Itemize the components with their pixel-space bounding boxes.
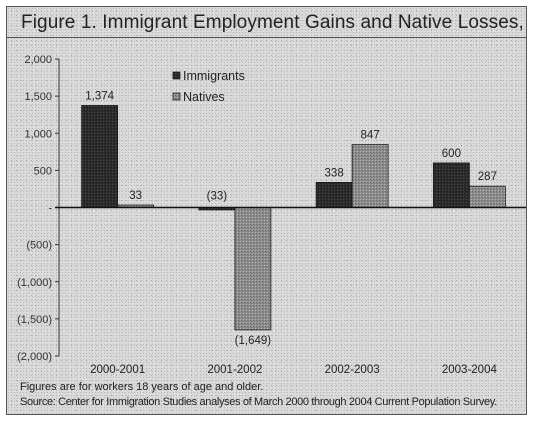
y-tick-label: (500) bbox=[26, 240, 52, 252]
data-label: 33 bbox=[129, 190, 142, 202]
y-axis: 2,000 1,500 1,000 500 - (500) (1,000) (1,500) (2… bbox=[17, 54, 60, 363]
legend: Immigrants Natives bbox=[172, 69, 245, 104]
bar-immigrants-2003-2004 bbox=[432, 162, 470, 208]
data-label: 847 bbox=[361, 130, 380, 142]
bar-chart: 2,000 1,500 1,000 500 - (500) (1,000) (1,500) (2… bbox=[17, 54, 526, 376]
bar-immigrants-2000-2001 bbox=[81, 105, 119, 208]
chart-title: Figure 1. Immigrant Employment Gains and… bbox=[21, 12, 526, 33]
y-tick-label: - bbox=[48, 203, 52, 215]
x-axis: 2000-2001 2001-2002 2002-2003 2003-2004 bbox=[55, 206, 526, 376]
y-tick-label: (1,000) bbox=[17, 277, 52, 289]
title-divider bbox=[7, 37, 526, 38]
data-labels: 1,374 33 (33) (1,649) 338 847 600 287 bbox=[85, 90, 497, 346]
y-tick-label: 1,000 bbox=[24, 128, 52, 140]
y-tick-label: (2,000) bbox=[17, 351, 52, 363]
data-label: 338 bbox=[325, 167, 344, 179]
y-tick-label: 2,000 bbox=[24, 54, 52, 66]
bar-natives-2002-2003 bbox=[351, 144, 389, 208]
chart-frame: Figure 1. Immigrant Employment Gains and… bbox=[6, 6, 527, 415]
bar-natives-2003-2004 bbox=[468, 185, 506, 208]
data-label: 287 bbox=[478, 171, 497, 183]
footnote-source: Source: Center for Immigration Studies a… bbox=[20, 396, 497, 408]
x-category-label: 2003-2004 bbox=[442, 364, 498, 376]
legend-label-immigrants: Immigrants bbox=[183, 69, 245, 83]
bars bbox=[81, 105, 506, 331]
legend-swatch-natives bbox=[172, 92, 181, 101]
bar-immigrants-2002-2003 bbox=[315, 182, 353, 208]
legend-label-natives: Natives bbox=[183, 90, 225, 104]
data-label: 600 bbox=[442, 148, 461, 160]
x-category-label: 2002-2003 bbox=[325, 364, 380, 376]
x-category-label: 2001-2002 bbox=[207, 364, 262, 376]
data-label: 1,374 bbox=[85, 90, 114, 102]
bar-natives-2001-2002 bbox=[234, 207, 272, 331]
legend-swatch-immigrants bbox=[172, 71, 181, 80]
footnote-age: Figures are for workers 18 years of age … bbox=[20, 381, 264, 393]
y-tick-label: 500 bbox=[34, 165, 52, 177]
data-label: (1,649) bbox=[235, 335, 272, 347]
x-category-label: 2000-2001 bbox=[90, 364, 145, 376]
data-label: (33) bbox=[207, 191, 228, 203]
y-tick-label: (1,500) bbox=[17, 314, 52, 326]
y-tick-label: 1,500 bbox=[24, 91, 52, 103]
